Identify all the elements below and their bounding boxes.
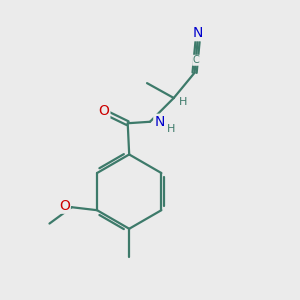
Text: N: N: [192, 26, 203, 40]
Text: O: O: [98, 104, 110, 118]
Text: H: H: [167, 124, 176, 134]
Text: H: H: [178, 98, 187, 107]
Text: C: C: [193, 55, 200, 65]
Text: O: O: [59, 199, 70, 213]
Text: N: N: [154, 115, 165, 129]
